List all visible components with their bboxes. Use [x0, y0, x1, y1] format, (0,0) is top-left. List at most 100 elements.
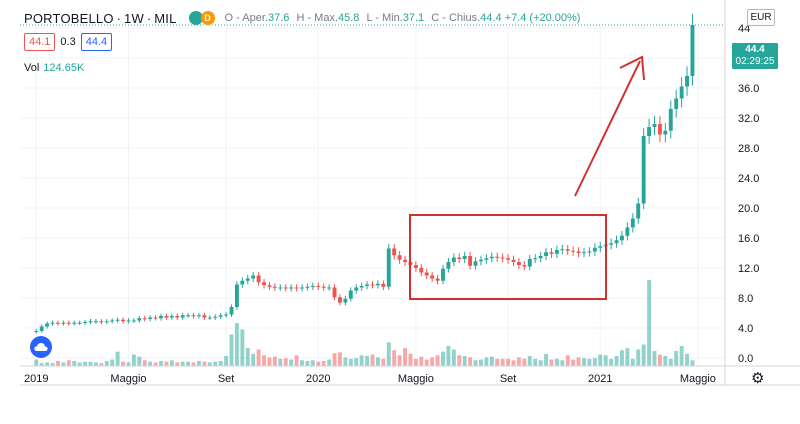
volume-bar — [554, 358, 559, 366]
volume-bar — [294, 355, 299, 366]
candle-body — [88, 321, 93, 323]
candle-body — [169, 316, 174, 318]
volume-bar — [576, 357, 581, 366]
volume-bar — [66, 360, 71, 366]
volume-bar — [614, 355, 619, 366]
candle-body — [473, 261, 478, 266]
volume-bar — [489, 356, 494, 366]
candle-body — [66, 322, 71, 324]
delayed-data-icon[interactable]: D — [200, 11, 215, 25]
candle-body — [446, 262, 451, 269]
volume-bar — [245, 348, 250, 366]
candle-body — [614, 240, 619, 244]
last-price-value: 44.4 — [745, 44, 765, 55]
candle-body — [39, 326, 44, 331]
volume-bar — [571, 359, 576, 366]
volume-bar — [690, 360, 695, 366]
candle-body — [403, 259, 407, 262]
volume-bar — [45, 362, 50, 366]
candle-body — [484, 258, 489, 260]
volume-bar — [121, 361, 125, 366]
y-tick-label: 24.0 — [738, 173, 759, 185]
candle-body — [479, 259, 483, 262]
change-value: +7.4 (+20.00%) — [504, 12, 581, 24]
candle-body — [506, 258, 511, 260]
candle-body — [413, 265, 418, 268]
spread-value: 0.3 — [60, 36, 76, 48]
volume-bar — [560, 360, 565, 366]
gear-icon[interactable]: ⚙ — [751, 370, 765, 387]
currency-button[interactable]: EUR — [747, 9, 775, 26]
candle-body — [83, 322, 88, 323]
candle-body — [522, 265, 527, 267]
candle-body — [457, 257, 462, 259]
volume-bar — [197, 360, 201, 366]
sell-price-button[interactable]: 44.1 — [24, 33, 56, 51]
volume-bar — [403, 348, 407, 366]
exchange-label: MIL — [154, 10, 177, 26]
close-label: C - Chius. — [431, 12, 481, 24]
volume-bar — [652, 350, 657, 366]
header-separator: · — [116, 10, 122, 26]
candle-body — [641, 136, 646, 204]
candle-body — [435, 278, 440, 281]
candle-body — [365, 284, 370, 286]
volume-bar — [365, 355, 370, 366]
candle-body — [56, 322, 60, 324]
candle-body — [419, 268, 424, 273]
candle-body — [370, 284, 375, 286]
volume-bar — [126, 362, 131, 366]
candle-body — [527, 259, 532, 267]
interval-label[interactable]: 1W — [124, 10, 144, 26]
candle-body — [544, 252, 548, 256]
buy-price-button[interactable]: 44.4 — [80, 33, 113, 51]
candle-body — [375, 283, 380, 286]
candle-body — [305, 286, 310, 288]
candle-body — [294, 287, 299, 289]
tradingview-cloud-icon[interactable] — [30, 336, 52, 358]
candle-body — [587, 251, 592, 253]
candle-body — [674, 98, 679, 109]
volume-bar — [272, 356, 277, 366]
volume-bar — [549, 359, 554, 366]
volume-bar — [72, 360, 77, 366]
volume-bar — [381, 358, 386, 366]
volume-bar — [305, 360, 310, 366]
volume-bar — [500, 358, 505, 366]
volume-bar — [213, 361, 218, 366]
volume-bar — [137, 356, 142, 366]
candle-body — [93, 321, 98, 323]
candle-body — [251, 275, 256, 279]
high-value: 45.8 — [338, 12, 360, 24]
candle-body — [99, 321, 104, 323]
y-tick-label: 8.0 — [738, 293, 753, 305]
volume-bar — [153, 362, 158, 366]
volume-bar — [34, 359, 39, 366]
candle-body — [316, 286, 321, 287]
volume-bar — [159, 360, 163, 366]
candle-body — [657, 124, 662, 135]
candle-body — [338, 297, 342, 303]
volume-bar — [625, 348, 630, 366]
candle-body — [668, 109, 673, 131]
candle-body — [560, 249, 565, 251]
volume-bar — [468, 357, 473, 366]
y-tick-label: 36.0 — [738, 83, 759, 95]
volume-bar — [256, 349, 261, 366]
volume-bar — [175, 362, 180, 366]
volume-bar — [240, 329, 245, 366]
header-separator: · — [146, 10, 152, 26]
candle-body — [234, 284, 239, 307]
candle-body — [272, 286, 277, 288]
candle-body — [582, 252, 586, 254]
x-tick-label: Set — [500, 373, 517, 385]
symbol-name[interactable]: PORTOBELLO — [24, 10, 114, 26]
candle-body — [516, 262, 521, 265]
volume-bar — [435, 355, 440, 366]
volume-bar — [506, 358, 511, 366]
y-tick-label: 28.0 — [738, 143, 759, 155]
volume-bar — [338, 352, 342, 366]
high-label: H - Max. — [296, 12, 339, 24]
volume-bar — [180, 361, 185, 366]
